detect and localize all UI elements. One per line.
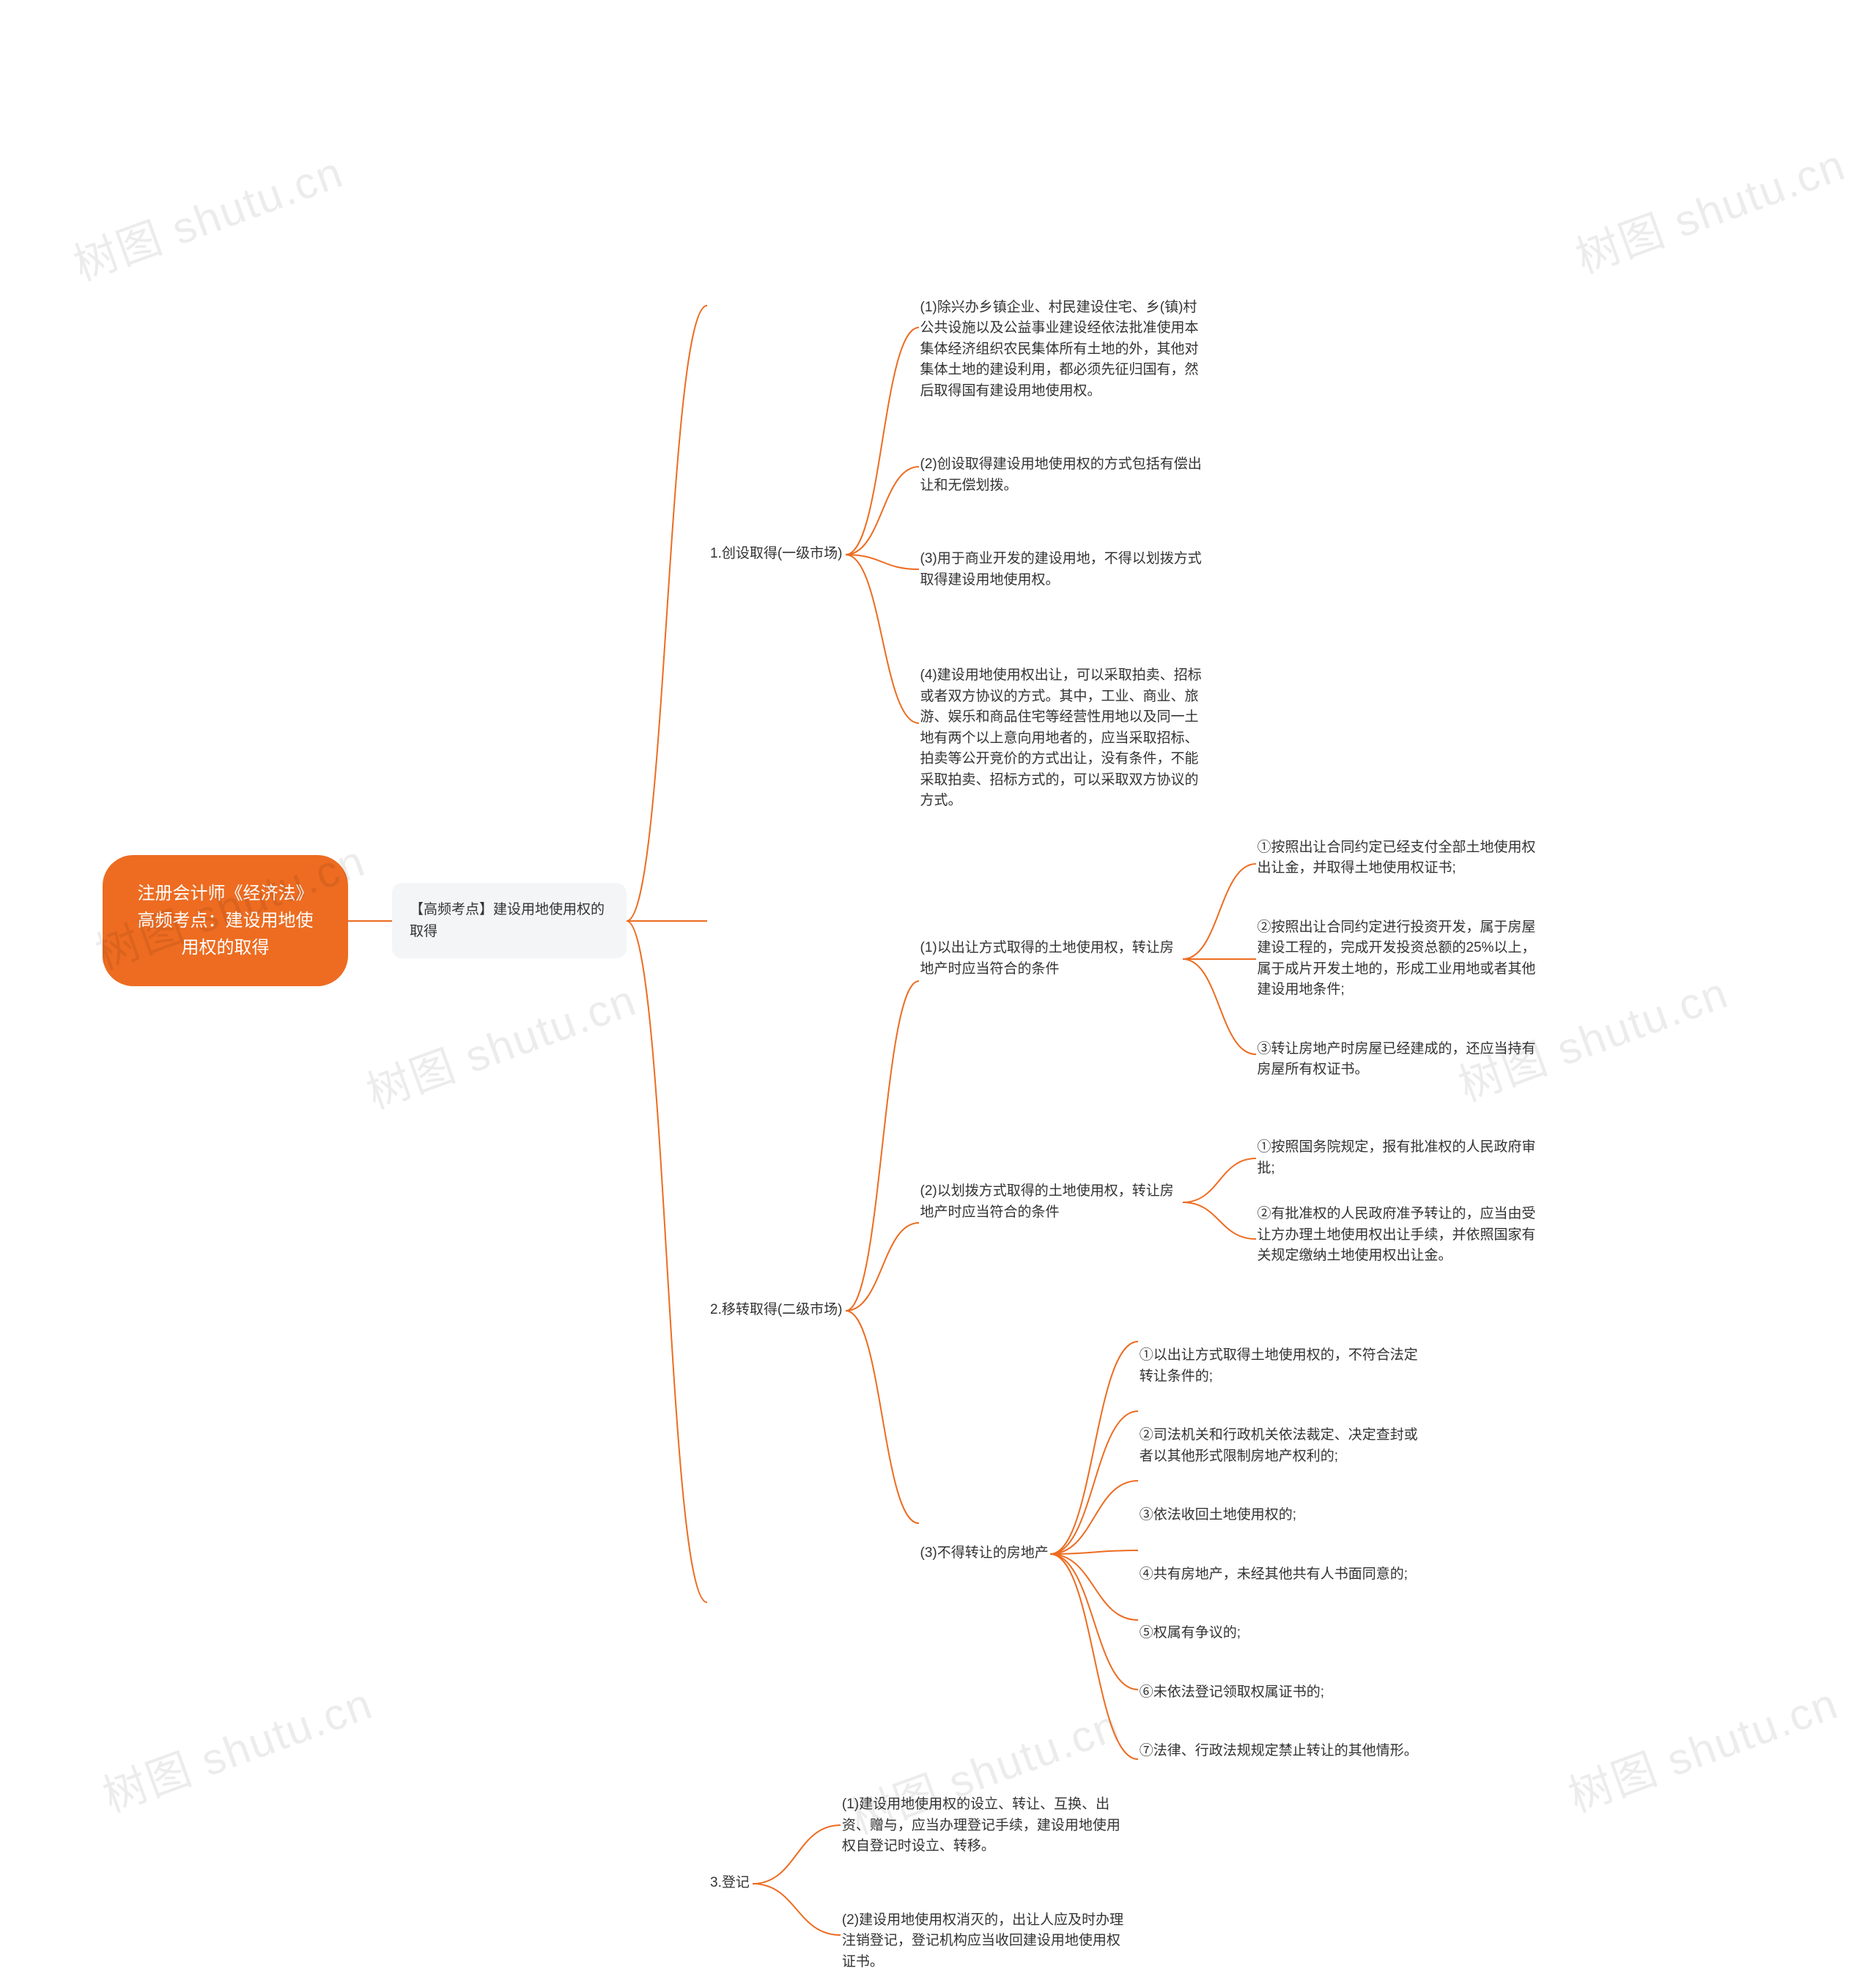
- l4-b3-4: ④共有房地产，未经其他共有人书面同意的;: [1138, 1560, 1409, 1590]
- l4-b1-3: ③转让房地产时房屋已经建成的，还应当持有房屋所有权证书。: [1256, 1035, 1542, 1085]
- l3-a4: (4)建设用地使用权出让，可以采取拍卖、招标或者双方协议的方式。其中，工业、商业…: [919, 661, 1205, 816]
- connector-b3: [1050, 1320, 1138, 1789]
- l2c-label: 3.登记: [707, 1868, 753, 1898]
- l4-b2-1: ①按照国务院规定，报有批准权的人民政府审批;: [1256, 1133, 1542, 1183]
- l1-node: 【高频考点】建设用地使用权的取得: [392, 883, 627, 958]
- connector-l2a: [846, 276, 919, 833]
- l3-b2: (2)以划拨方式取得的土地使用权，转让房地产时应当符合的条件: [919, 1177, 1183, 1227]
- l4-b3-6: ⑥未依法登记领取权属证书的;: [1138, 1678, 1326, 1708]
- l3-b1: (1)以出让方式取得的土地使用权，转让房地产时应当符合的条件: [919, 933, 1183, 984]
- l2c-group: 3.登记 (1)建设用地使用权的设立、转让、互换、出资、赠与，应当办理登记手续，…: [707, 1789, 1542, 1979]
- l2b-group: 2.移转取得(二级市场) (1)以出让方式取得的土地使用权，转让房地产时应当符合…: [707, 833, 1542, 1789]
- root-node: 注册会计师《经济法》高频考点：建设用地使用权的取得: [103, 855, 348, 987]
- l2a-label: 1.创设取得(一级市场): [707, 539, 846, 569]
- l4-b3-3: ③依法收回土地使用权的;: [1138, 1501, 1298, 1531]
- mindmap: 注册会计师《经济法》高频考点：建设用地使用权的取得 【高频考点】建设用地使用权的…: [0, 0, 1876, 1841]
- l3-c2: (2)建设用地使用权消灭的，出让人应及时办理注销登记，登记机构应当收回建设用地使…: [841, 1906, 1126, 1978]
- l4-b1-2: ②按照出让合同约定进行投资开发，属于房屋建设工程的，完成开发投资总额的25%以上…: [1256, 913, 1542, 1005]
- l2b-label: 2.移转取得(二级市场): [707, 1295, 846, 1325]
- l4-b3-5: ⑤权属有争议的;: [1138, 1619, 1242, 1649]
- connector-root-l1: [348, 914, 392, 928]
- connector-l1-l2: [627, 115, 707, 1727]
- l3-a1: (1)除兴办乡镇企业、村民建设住宅、乡(镇)村公共设施以及公益事业建设经依法批准…: [919, 293, 1205, 407]
- l4-b2-2: ②有批准权的人民政府准予转让的，应当由受让方办理土地使用权出让手续，并依照国家有…: [1256, 1199, 1542, 1271]
- l3-a3: (3)用于商业开发的建设用地，不得以划拨方式取得建设用地使用权。: [919, 544, 1205, 595]
- l2a-group: 1.创设取得(一级市场) (1)除兴办乡镇企业、村民建设住宅、乡(镇)村公共设施…: [707, 276, 1542, 833]
- l4-b3-1: ①以出让方式取得土地使用权的，不符合法定转让条件的;: [1138, 1341, 1424, 1391]
- l4-b3-2: ②司法机关和行政机关依法裁定、决定查封或者以其他形式限制房地产权利的;: [1138, 1421, 1424, 1471]
- connector-l2c: [753, 1789, 841, 1979]
- l4-b1-1: ①按照出让合同约定已经支付全部土地使用权出让金，并取得土地使用权证书;: [1256, 833, 1542, 884]
- l3-a2: (2)创设取得建设用地使用权的方式包括有偿出让和无偿划拨。: [919, 450, 1205, 500]
- l3-c1: (1)建设用地使用权的设立、转让、互换、出资、赠与，应当办理登记手续，建设用地使…: [841, 1790, 1126, 1862]
- l3-b3: (3)不得转让的房地产: [919, 1539, 1050, 1569]
- connector-b2: [1183, 1129, 1256, 1276]
- connector-b1: [1183, 835, 1256, 1084]
- l4-b3-7: ⑦法律、行政法规规定禁止转让的其他情形。: [1138, 1736, 1419, 1767]
- connector-l2b: [846, 886, 919, 1736]
